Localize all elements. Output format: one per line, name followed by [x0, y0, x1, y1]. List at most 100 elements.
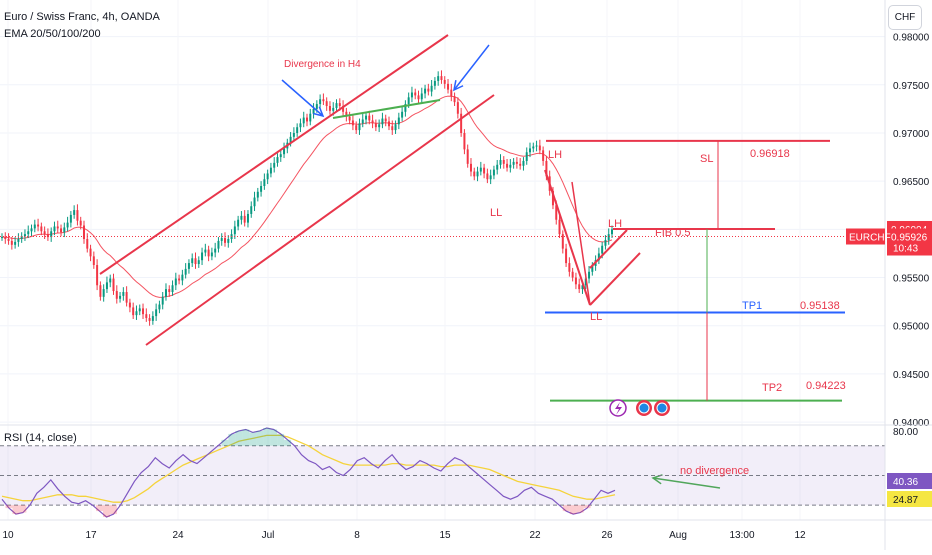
- candle-body: [342, 106, 345, 112]
- candle-body: [299, 123, 302, 128]
- candle-body: [312, 108, 315, 114]
- annotation-tp1: TP1: [742, 300, 762, 312]
- candle-body: [551, 190, 554, 206]
- candle-body: [574, 277, 577, 285]
- candle-body: [420, 93, 423, 100]
- candle-body: [522, 160, 525, 166]
- candle-body: [591, 265, 594, 272]
- candle-body: [433, 80, 436, 86]
- candle-body: [102, 289, 105, 297]
- candle-body: [374, 123, 377, 128]
- candle-body: [99, 285, 102, 297]
- candle-body: [43, 231, 46, 235]
- candle-body: [414, 92, 417, 96]
- candle-body: [115, 291, 118, 299]
- candle-body: [466, 149, 469, 164]
- candle-body: [187, 263, 190, 269]
- symbol-tag: [846, 228, 885, 245]
- rsi-annotation: no divergence: [680, 465, 749, 477]
- candle-body: [417, 95, 420, 100]
- candle-body: [69, 214, 72, 223]
- annotation-lh-2: LH: [608, 218, 622, 230]
- channel-lower-line: [145, 94, 495, 346]
- candle-body: [135, 311, 138, 316]
- candle-body: [555, 205, 558, 220]
- candle-body: [319, 99, 322, 105]
- candle-body: [105, 282, 108, 290]
- candle-body: [63, 227, 66, 233]
- candle-body: [33, 224, 36, 229]
- candle-body: [17, 239, 20, 242]
- candle-body: [191, 258, 194, 264]
- candle-body: [568, 263, 571, 272]
- candle-body: [155, 309, 158, 317]
- candle-body: [489, 175, 492, 180]
- candle-body: [325, 101, 328, 107]
- candle-body: [250, 206, 253, 214]
- candle-body: [79, 220, 82, 226]
- candle-body: [437, 76, 440, 81]
- candle-body: [210, 252, 213, 257]
- annotation-tp2-value: 0.94223: [806, 380, 846, 392]
- candle-body: [384, 118, 387, 122]
- candle-body: [607, 234, 610, 240]
- candle-body: [538, 145, 541, 151]
- annotation-fib: FIB 0.5: [655, 227, 690, 239]
- currency-button[interactable]: CHF: [888, 5, 922, 30]
- price-tick-label: 0.94500: [893, 370, 930, 381]
- candle-body: [82, 225, 85, 240]
- candle-body: [158, 304, 161, 310]
- candle-body: [128, 302, 131, 308]
- candles: [1, 70, 613, 326]
- arrow-divergence-1-head: [313, 106, 325, 118]
- candle-body: [10, 240, 13, 245]
- time-tick-label: 12: [794, 530, 806, 541]
- candle-body: [558, 219, 561, 235]
- arrow-divergence-2: [453, 44, 490, 91]
- time-tick-label: 22: [529, 530, 541, 541]
- candle-body: [194, 258, 197, 265]
- time-tick-label: 26: [601, 530, 613, 541]
- rsi-value-tag: [887, 473, 932, 489]
- annotation-lh-1: LH: [548, 149, 562, 161]
- candle-body: [240, 215, 243, 220]
- candle-body: [260, 185, 263, 192]
- candle-body: [486, 173, 489, 180]
- candle-body: [338, 103, 341, 107]
- rsi-line: [1, 427, 616, 518]
- ema-layer: [1, 95, 613, 298]
- annotation-sl-value: 0.96918: [750, 148, 790, 160]
- candle-body: [506, 163, 509, 168]
- candle-body: [27, 231, 30, 235]
- candle-body: [30, 228, 33, 232]
- candle-body: [168, 289, 171, 293]
- arrow-no-divergence: [652, 477, 721, 489]
- rsi-label: RSI (14, close): [4, 432, 77, 444]
- channel-upper-line: [99, 34, 449, 275]
- candle-body: [430, 85, 433, 92]
- candle-body: [578, 284, 581, 290]
- time-tick-label: 15: [439, 530, 451, 541]
- candle-body: [178, 278, 181, 281]
- candle-body: [394, 124, 397, 131]
- candle-body: [7, 239, 10, 241]
- candle-body: [266, 173, 269, 180]
- candle-body: [479, 167, 482, 172]
- candle-body: [89, 248, 92, 257]
- annotation-divergence: Divergence in H4: [284, 59, 361, 70]
- candle-body: [4, 237, 7, 240]
- wedge-upper-line: [544, 169, 591, 306]
- candle-body: [86, 239, 89, 249]
- candle-body: [365, 115, 368, 120]
- candle-body: [50, 231, 53, 238]
- price-tick-label: 0.95500: [893, 274, 930, 285]
- candle-body: [611, 229, 613, 235]
- candle-body: [227, 239, 230, 243]
- candle-body: [328, 106, 331, 111]
- candle-body: [73, 210, 76, 215]
- candle-body: [381, 118, 384, 125]
- candle-body: [292, 132, 295, 137]
- candle-body: [515, 161, 518, 164]
- candle-body: [588, 271, 591, 279]
